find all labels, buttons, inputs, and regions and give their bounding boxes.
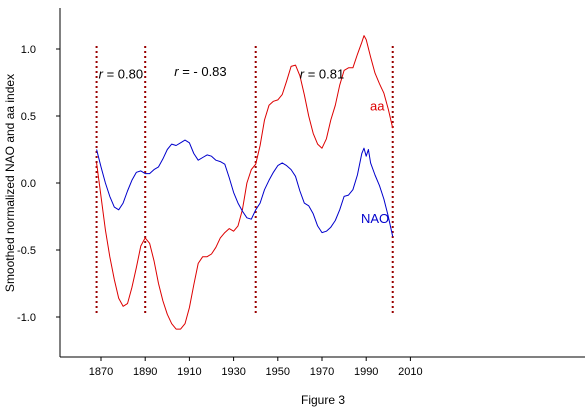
series-line-nao bbox=[96, 139, 394, 237]
y-tick-label: -0.5 bbox=[17, 245, 36, 257]
y-tick-label: 1.0 bbox=[21, 44, 36, 56]
x-tick-label: 1970 bbox=[310, 366, 334, 378]
y-ticks: 1.0 0.5 0.0 -0.5 -1.0 bbox=[17, 44, 60, 324]
series-label-aa: aa bbox=[370, 99, 385, 114]
series-label-nao: NAO bbox=[361, 211, 389, 226]
x-tick-label: 1870 bbox=[89, 366, 113, 378]
series-line-aa bbox=[96, 35, 394, 330]
y-axis-title: Smoothed normalized NAO and aa index bbox=[3, 74, 17, 292]
x-tick-label: 1930 bbox=[221, 366, 245, 378]
correlation-annotation: r = - 0.83 bbox=[174, 64, 226, 79]
series-lines bbox=[96, 35, 394, 330]
x-tick-label: 1890 bbox=[133, 366, 157, 378]
y-tick-label: 0.0 bbox=[21, 178, 36, 190]
x-ticks: 1870 1890 1910 1930 1950 1970 1990 2010 bbox=[89, 357, 423, 378]
y-tick-label: -1.0 bbox=[17, 312, 36, 324]
correlation-annotation: r = 0.80 bbox=[99, 66, 143, 81]
figure-caption: Figure 3 bbox=[301, 393, 345, 407]
axes bbox=[59, 8, 585, 358]
correlation-annotations: r = 0.80 r = - 0.83 r = 0.81 bbox=[99, 64, 345, 82]
series-labels: aa NAO bbox=[361, 99, 389, 227]
x-tick-label: 1910 bbox=[177, 366, 201, 378]
y-tick-label: 0.5 bbox=[21, 111, 36, 123]
correlation-annotation: r = 0.81 bbox=[300, 66, 344, 81]
x-tick-label: 2010 bbox=[398, 366, 422, 378]
x-tick-label: 1990 bbox=[354, 366, 378, 378]
period-dividers bbox=[95, 46, 394, 316]
x-tick-label: 1950 bbox=[266, 366, 290, 378]
